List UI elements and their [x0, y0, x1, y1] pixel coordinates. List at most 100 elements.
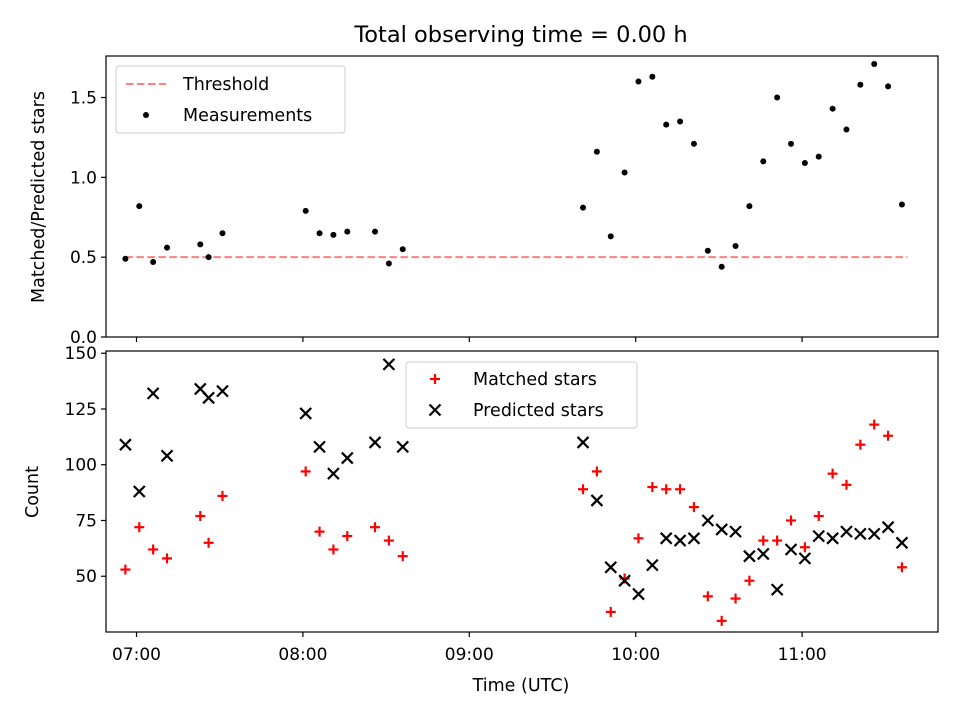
count-point	[647, 482, 658, 493]
count-y-axis: 50 75 100 125 150	[65, 344, 106, 587]
count-point	[784, 543, 798, 556]
ratio-axes-frame	[105, 55, 939, 338]
ratio-point	[857, 81, 864, 88]
ratio-point	[704, 247, 711, 254]
ratio-point	[385, 260, 392, 267]
count-axes-border	[105, 350, 939, 633]
count-point	[368, 436, 382, 449]
count-point	[646, 558, 659, 572]
count-point	[396, 440, 410, 454]
count-point	[202, 391, 215, 405]
ratio-point	[774, 94, 781, 101]
ratio-point	[760, 158, 767, 165]
ratio-point	[788, 140, 795, 147]
ratio-point	[815, 153, 822, 160]
count-point	[314, 526, 325, 537]
count-point	[591, 466, 602, 477]
count-point	[342, 531, 353, 542]
count-point	[590, 494, 604, 507]
ratio-point	[580, 204, 587, 211]
ratio-y-tick-label: 0.5	[70, 248, 97, 268]
count-y-axis-label: Count	[23, 466, 43, 518]
ratio-point	[330, 231, 337, 238]
count-y-tick-label: 150	[65, 344, 97, 364]
ratio-legend-measurements-swatch	[143, 112, 149, 118]
count-point	[328, 544, 339, 555]
ratio-point	[164, 244, 171, 251]
count-point	[661, 484, 672, 495]
count-point	[146, 387, 160, 400]
count-point	[195, 511, 206, 522]
ratio-y-tick-label: 1.5	[70, 89, 97, 109]
count-point	[688, 502, 699, 513]
ratio-point	[372, 228, 379, 235]
ratio-y-axis: 0.0 0.5 1.0 1.5	[70, 89, 106, 348]
count-point	[687, 532, 701, 545]
count-point	[327, 467, 340, 480]
count-x-tick-label: 09:00	[445, 645, 494, 665]
count-plot-area	[119, 358, 909, 626]
count-point	[827, 468, 838, 479]
ratio-point	[898, 201, 905, 208]
count-x-axis: 07:00 08:00 09:00 10:00 11:00	[112, 632, 827, 665]
count-point	[702, 591, 713, 602]
ratio-point	[219, 230, 226, 237]
figure-title: Total observing time = 0.00 h	[353, 22, 687, 48]
ratio-point	[136, 203, 143, 210]
ratio-point	[593, 148, 600, 155]
count-point	[633, 533, 644, 544]
count-x-axis-label: Time (UTC)	[472, 676, 570, 696]
count-point	[701, 514, 715, 527]
ratio-point	[122, 255, 129, 262]
ratio-y-tick-label: 1.0	[70, 168, 97, 188]
count-point	[673, 534, 687, 547]
count-point	[576, 436, 590, 449]
count-point	[855, 439, 866, 450]
count-point	[881, 520, 895, 534]
ratio-point	[801, 159, 808, 166]
count-point	[370, 522, 381, 533]
count-point	[798, 552, 812, 565]
count-y-tick-label: 125	[65, 400, 97, 420]
ratio-y-axis-label: Matched/Predicted stars	[29, 91, 49, 303]
count-point	[133, 485, 146, 498]
ratio-point	[302, 207, 309, 214]
count-legend-predicted-swatch	[428, 403, 442, 417]
count-point	[203, 537, 214, 548]
count-point	[675, 484, 686, 495]
count-point	[605, 606, 616, 617]
count-series-2	[119, 358, 909, 601]
ratio-point	[649, 73, 656, 80]
ratio-point	[663, 121, 670, 128]
count-point	[604, 561, 618, 574]
count-panel: 07:00 08:00 09:00 10:00 11:00 5075100125150 …	[23, 344, 939, 696]
count-point	[896, 562, 907, 573]
count-point	[812, 529, 826, 543]
ratio-legend-box	[115, 65, 346, 134]
count-point	[618, 574, 631, 587]
count-point	[895, 536, 909, 550]
count-point	[299, 407, 312, 420]
count-series-1	[120, 419, 907, 626]
count-x-tick-label: 10:00	[611, 645, 660, 665]
count-point	[758, 535, 769, 546]
count-point	[300, 466, 311, 477]
count-x-tick-label: 11:00	[778, 645, 827, 665]
count-point	[659, 532, 673, 545]
count-point	[883, 430, 894, 441]
count-x-tick-label: 08:00	[278, 645, 327, 665]
count-legend: Matched stars Predicted stars	[405, 361, 638, 429]
count-axes-frame	[105, 350, 939, 633]
count-point	[743, 549, 756, 563]
ratio-point	[635, 78, 642, 85]
count-y-tick-label: 75	[75, 511, 97, 531]
ratio-point	[150, 258, 157, 265]
ratio-series-1	[122, 60, 905, 270]
count-point	[786, 515, 797, 526]
count-point	[813, 511, 824, 522]
count-point	[217, 490, 228, 501]
ratio-point	[399, 246, 406, 253]
count-point	[632, 587, 645, 601]
count-point	[160, 449, 174, 463]
count-y-tick-label: 100	[65, 456, 97, 476]
